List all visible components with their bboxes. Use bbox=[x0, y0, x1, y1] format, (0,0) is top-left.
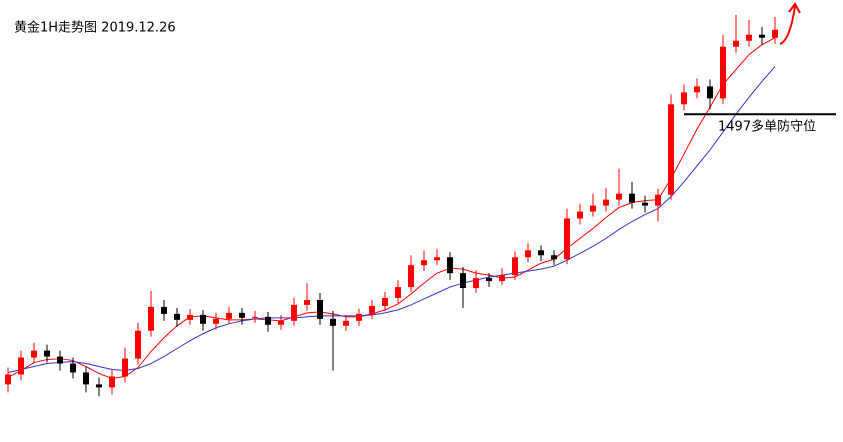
candle-body bbox=[603, 199, 609, 206]
candle-body bbox=[148, 306, 154, 331]
candle-body bbox=[642, 202, 648, 206]
candle-body bbox=[96, 384, 102, 388]
candle-body bbox=[707, 86, 713, 99]
candle-body bbox=[473, 278, 479, 289]
support-label: 1497多单防守位 bbox=[718, 119, 816, 135]
candle-body bbox=[733, 40, 739, 47]
candle-body bbox=[408, 265, 414, 288]
candle-body bbox=[512, 257, 518, 276]
candle-body bbox=[18, 357, 24, 375]
arrow bbox=[779, 2, 801, 45]
candle-body bbox=[395, 287, 401, 298]
candle-body bbox=[382, 297, 388, 306]
candle-body bbox=[616, 193, 622, 200]
candle-body bbox=[213, 318, 219, 324]
candle-body bbox=[83, 372, 89, 385]
candle-body bbox=[681, 92, 687, 105]
candle-body bbox=[252, 316, 258, 318]
candle-body bbox=[109, 376, 115, 388]
candle-body bbox=[746, 34, 752, 41]
candle-body bbox=[655, 194, 661, 206]
candle-body bbox=[239, 312, 245, 318]
candle-body bbox=[70, 363, 76, 373]
candle-body bbox=[434, 257, 440, 261]
candle-body bbox=[694, 86, 700, 93]
candle-body bbox=[44, 350, 50, 357]
candle-body bbox=[369, 305, 375, 314]
candle-body bbox=[499, 275, 505, 282]
candle-body bbox=[317, 299, 323, 319]
candle-body bbox=[525, 250, 531, 258]
ma-line bbox=[7, 37, 776, 379]
candle-body bbox=[291, 304, 297, 321]
candle-body bbox=[460, 273, 466, 289]
candle-body bbox=[629, 193, 635, 203]
candle-body bbox=[57, 356, 63, 364]
candle-body bbox=[720, 46, 726, 99]
candle-body bbox=[668, 104, 674, 195]
candle-body bbox=[759, 34, 765, 38]
candle-body bbox=[590, 205, 596, 212]
candle-body bbox=[122, 358, 128, 377]
candle-body bbox=[226, 312, 232, 319]
candle-body bbox=[343, 320, 349, 326]
candle-body bbox=[200, 314, 206, 324]
candle-body bbox=[772, 29, 778, 38]
candle-body bbox=[265, 316, 271, 325]
candle-body bbox=[31, 350, 37, 358]
candle-body bbox=[278, 320, 284, 325]
candle-body bbox=[538, 250, 544, 256]
candle-body bbox=[330, 318, 336, 326]
candle-body bbox=[5, 374, 11, 385]
candle-body bbox=[486, 278, 492, 282]
candle-body bbox=[304, 299, 310, 305]
candle-body bbox=[135, 330, 141, 359]
candle-body bbox=[187, 314, 193, 320]
candle-body bbox=[447, 257, 453, 274]
candle-body bbox=[551, 255, 557, 260]
candle-body bbox=[564, 218, 570, 260]
candle-body bbox=[161, 306, 167, 314]
candle-body bbox=[356, 313, 362, 321]
chart-title: 黄金1H走势图 2019.12.26 bbox=[14, 20, 176, 36]
candle-body bbox=[421, 260, 427, 266]
candle-body bbox=[577, 211, 583, 219]
candle-body bbox=[174, 313, 180, 320]
ma-line bbox=[7, 66, 776, 373]
